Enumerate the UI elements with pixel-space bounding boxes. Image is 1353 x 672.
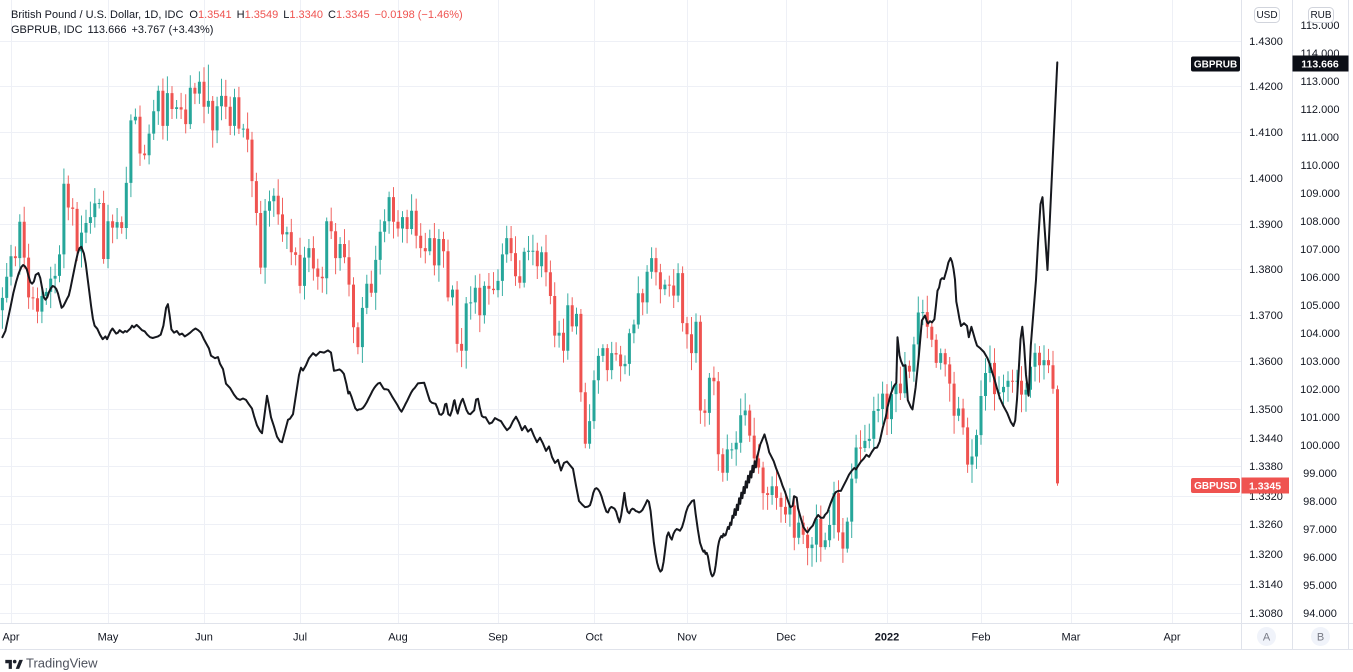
svg-text:105.000: 105.000 xyxy=(1300,300,1340,312)
svg-text:1.4000: 1.4000 xyxy=(1249,173,1283,185)
svg-text:A: A xyxy=(1263,632,1271,644)
svg-text:1.3080: 1.3080 xyxy=(1249,608,1283,620)
svg-text:100.000: 100.000 xyxy=(1300,440,1340,452)
svg-text:112.000: 112.000 xyxy=(1301,104,1340,116)
svg-text:Feb: Feb xyxy=(972,632,991,644)
svg-text:Mar: Mar xyxy=(1062,632,1081,644)
svg-text:1.4100: 1.4100 xyxy=(1249,127,1283,139)
svg-text:1.3320: 1.3320 xyxy=(1249,491,1283,503)
svg-text:1.3345: 1.3345 xyxy=(1249,481,1281,493)
svg-text:Apr: Apr xyxy=(1163,632,1180,644)
svg-text:1.3600: 1.3600 xyxy=(1249,356,1283,368)
svg-text:97.000: 97.000 xyxy=(1303,524,1337,536)
svg-text:GBPUSD: GBPUSD xyxy=(1194,481,1237,492)
svg-text:99.000: 99.000 xyxy=(1303,468,1337,480)
svg-text:1.4300: 1.4300 xyxy=(1249,36,1283,48)
svg-text:1.3380: 1.3380 xyxy=(1249,461,1283,473)
svg-text:May: May xyxy=(98,632,119,644)
svg-text:109.000: 109.000 xyxy=(1300,188,1340,200)
svg-text:108.000: 108.000 xyxy=(1300,216,1340,228)
svg-text:British Pound / U.S. Dollar, 1: British Pound / U.S. Dollar, 1D, IDC O1.3… xyxy=(11,9,463,21)
svg-text:USD: USD xyxy=(1256,10,1277,21)
svg-text:1.3140: 1.3140 xyxy=(1249,579,1283,591)
svg-text:2022: 2022 xyxy=(875,632,899,644)
svg-text:107.000: 107.000 xyxy=(1300,244,1340,256)
svg-text:95.000: 95.000 xyxy=(1303,580,1337,592)
svg-text:Jun: Jun xyxy=(195,632,213,644)
svg-text:1.3700: 1.3700 xyxy=(1249,310,1283,322)
svg-text:1.3200: 1.3200 xyxy=(1249,549,1283,561)
svg-text:1.3800: 1.3800 xyxy=(1249,264,1283,276)
svg-text:101.000: 101.000 xyxy=(1300,412,1340,424)
svg-text:110.000: 110.000 xyxy=(1301,160,1340,172)
svg-text:1.3900: 1.3900 xyxy=(1249,219,1283,231)
svg-text:113.666: 113.666 xyxy=(1301,59,1339,71)
svg-text:1.3260: 1.3260 xyxy=(1249,519,1283,531)
svg-text:111.000: 111.000 xyxy=(1301,132,1339,144)
svg-text:106.000: 106.000 xyxy=(1300,272,1340,284)
svg-text:Sep: Sep xyxy=(488,632,508,644)
svg-text:1.4200: 1.4200 xyxy=(1249,81,1283,93)
svg-text:102.000: 102.000 xyxy=(1300,384,1340,396)
svg-text:GBPRUB: GBPRUB xyxy=(1194,60,1237,71)
svg-text:Jul: Jul xyxy=(293,632,307,644)
svg-text:98.000: 98.000 xyxy=(1303,496,1337,508)
svg-text:96.000: 96.000 xyxy=(1303,552,1337,564)
svg-text:113.000: 113.000 xyxy=(1301,76,1340,88)
svg-text:TradingView: TradingView xyxy=(26,656,98,671)
svg-text:103.000: 103.000 xyxy=(1300,356,1340,368)
svg-text:Aug: Aug xyxy=(388,632,408,644)
svg-text:Apr: Apr xyxy=(2,632,19,644)
svg-text:1.3440: 1.3440 xyxy=(1249,433,1283,445)
svg-text:Nov: Nov xyxy=(677,632,697,644)
svg-text:115.000: 115.000 xyxy=(1301,20,1340,32)
svg-text:B: B xyxy=(1317,632,1324,644)
svg-text:1.3500: 1.3500 xyxy=(1249,404,1283,416)
svg-text:104.000: 104.000 xyxy=(1300,328,1340,340)
svg-text:Dec: Dec xyxy=(776,632,796,644)
svg-text:94.000: 94.000 xyxy=(1303,608,1337,620)
svg-text:RUB: RUB xyxy=(1310,10,1331,21)
svg-text:Oct: Oct xyxy=(585,632,602,644)
